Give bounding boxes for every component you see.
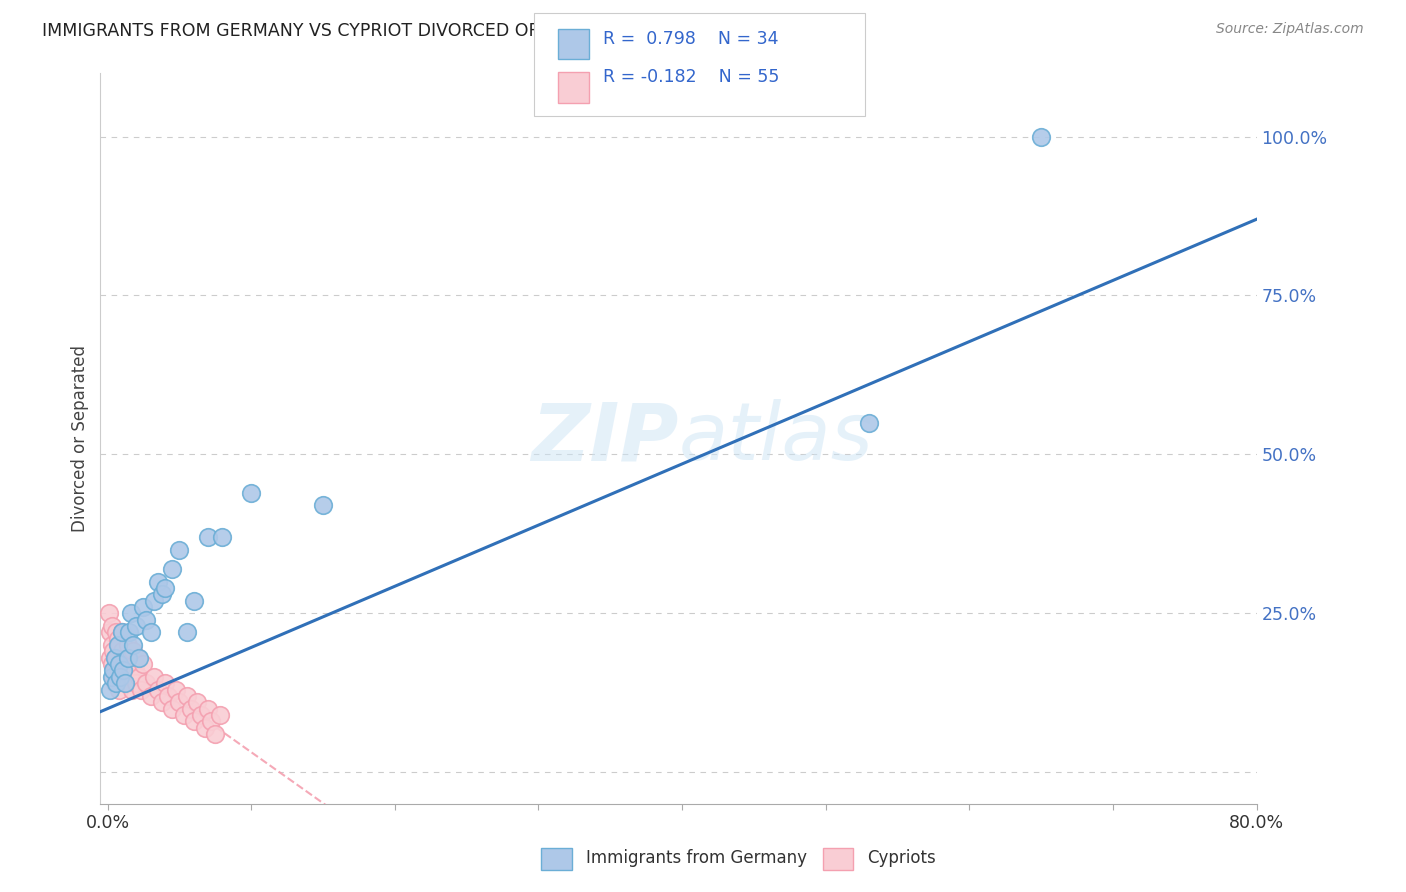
Point (103, 664, 125, 678)
Point (142, 670, 165, 684)
Y-axis label: Divorced or Separated: Divorced or Separated (72, 345, 89, 532)
Point (240, 485, 263, 500)
Point (118, 657, 141, 672)
Point (166, 682, 188, 697)
Point (194, 721, 217, 735)
Point (135, 613, 157, 627)
Point (105, 676, 128, 690)
Point (110, 670, 132, 684)
Point (121, 682, 143, 697)
Point (125, 619, 148, 633)
Point (120, 670, 142, 684)
Point (312, 498, 335, 512)
Point (128, 670, 150, 684)
Point (100, 650, 122, 665)
Point (105, 625, 128, 640)
Point (104, 650, 127, 665)
Point (111, 644, 134, 658)
Point (1031, 129, 1053, 144)
Point (183, 593, 205, 607)
Point (111, 625, 134, 640)
Point (125, 676, 148, 690)
Point (101, 670, 124, 684)
Point (132, 657, 155, 672)
Point (156, 689, 179, 703)
Point (114, 676, 136, 690)
Point (108, 657, 131, 672)
Point (211, 530, 233, 544)
Point (150, 695, 173, 709)
Point (104, 676, 127, 690)
Point (124, 664, 146, 678)
Point (103, 670, 125, 684)
Point (101, 619, 124, 633)
Point (122, 638, 145, 652)
Point (186, 695, 208, 709)
Point (114, 650, 136, 665)
Point (110, 657, 132, 672)
Point (183, 714, 205, 729)
Point (128, 650, 150, 665)
Text: ZIP: ZIP (531, 400, 679, 477)
Point (104, 664, 127, 678)
Point (197, 530, 219, 544)
Text: IMMIGRANTS FROM GERMANY VS CYPRIOT DIVORCED OR SEPARATED CORRELATION CHART: IMMIGRANTS FROM GERMANY VS CYPRIOT DIVOR… (42, 22, 841, 40)
Point (107, 638, 129, 652)
Point (108, 682, 131, 697)
Point (107, 632, 129, 646)
Point (115, 676, 138, 690)
Point (135, 676, 157, 690)
Text: atlas: atlas (679, 400, 873, 477)
Point (112, 664, 135, 678)
Point (101, 657, 124, 672)
Point (200, 714, 222, 729)
Point (108, 638, 131, 652)
Point (176, 689, 198, 703)
Point (160, 701, 183, 715)
Point (101, 638, 124, 652)
Point (142, 593, 165, 607)
Point (107, 664, 129, 678)
Point (190, 708, 212, 723)
Point (117, 650, 139, 665)
Point (180, 701, 202, 715)
Point (98, 607, 121, 621)
Point (132, 599, 155, 614)
Point (160, 562, 183, 576)
Point (173, 708, 195, 723)
Point (117, 638, 139, 652)
Point (127, 650, 149, 665)
Point (112, 664, 135, 678)
Point (120, 607, 142, 621)
Text: Source: ZipAtlas.com: Source: ZipAtlas.com (1216, 22, 1364, 37)
Point (208, 708, 231, 723)
Point (139, 625, 162, 640)
Point (169, 542, 191, 557)
Point (139, 689, 162, 703)
Point (858, 416, 880, 430)
Point (153, 676, 176, 690)
Point (146, 682, 169, 697)
Point (110, 670, 132, 684)
Point (150, 587, 173, 601)
Text: Cypriots: Cypriots (868, 849, 936, 867)
Point (118, 625, 141, 640)
Point (105, 650, 128, 665)
Point (176, 625, 198, 640)
Point (100, 625, 122, 640)
Point (122, 644, 145, 658)
Text: R = -0.182    N = 55: R = -0.182 N = 55 (603, 68, 779, 86)
Point (169, 695, 191, 709)
Point (129, 682, 152, 697)
Point (204, 727, 226, 741)
Point (197, 701, 219, 715)
Point (111, 625, 134, 640)
Point (146, 574, 169, 589)
Point (100, 682, 122, 697)
Text: R =  0.798    N = 34: R = 0.798 N = 34 (603, 30, 779, 48)
Point (153, 581, 176, 595)
Point (103, 644, 125, 658)
Text: Immigrants from Germany: Immigrants from Germany (586, 849, 807, 867)
